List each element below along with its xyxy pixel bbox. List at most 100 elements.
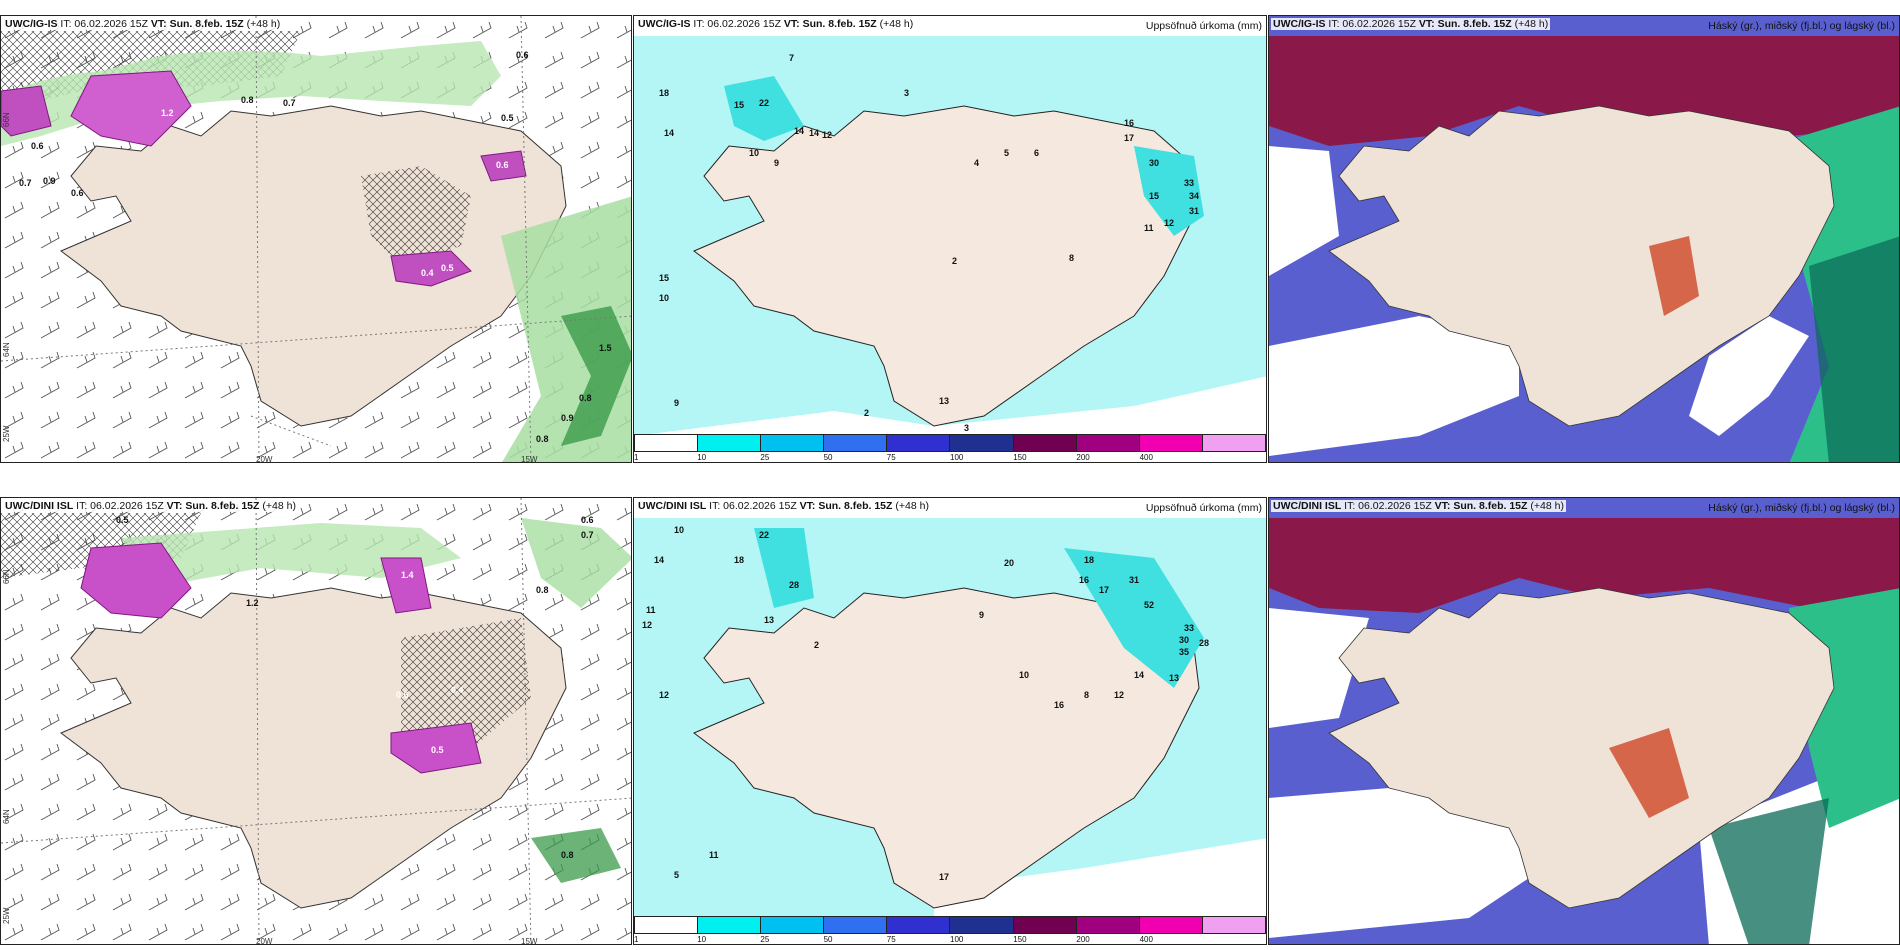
lon-label-20w: 20W	[256, 455, 273, 463]
value-label: 0.5	[501, 113, 514, 123]
colorbar-swatch	[887, 917, 951, 933]
colorbar-tick-label: 25	[760, 935, 770, 944]
value-label: 0.7	[19, 178, 32, 188]
precip-value: 3	[904, 88, 909, 98]
value-label: 1.5	[599, 343, 612, 353]
lon-label-15w: 15W	[521, 455, 538, 463]
precip-value: 5	[1004, 148, 1009, 158]
lat-label-66n: 66N	[2, 112, 11, 127]
precip-value: 12	[822, 130, 832, 140]
iceland-landmass	[1328, 105, 1835, 427]
colorbar-tick-label: 10	[697, 453, 707, 462]
lon-label-25w: 25W	[2, 425, 11, 442]
value-label: 0.5	[441, 263, 454, 273]
colorbar-tick-label: 400	[1139, 935, 1153, 944]
cloud-high-north	[1269, 36, 1899, 146]
colorbar-swatch	[824, 917, 888, 933]
value-label: 0.7	[283, 98, 296, 108]
precip-value: 11	[709, 850, 719, 860]
top-mid-precip-panel: UWC/IG-IS IT: 06.02.2026 15Z VT: Sun. 8.…	[633, 15, 1267, 463]
top-precip-colorbar-ticks: 1 10 25 50 75 100 150 200 400	[634, 453, 1266, 462]
top-left-wind-panel: UWC/IG-IS IT: 06.02.2026 15Z VT: Sun. 8.…	[0, 15, 632, 463]
value-label: 0.8	[536, 585, 549, 595]
lat-label-64n: 64N	[2, 809, 11, 824]
colorbar-tick-label: 1	[634, 453, 639, 462]
colorbar-swatch	[950, 435, 1014, 451]
value-label: 1.2	[246, 598, 259, 608]
precip-value: 34	[1189, 191, 1199, 201]
colorbar-swatch	[698, 917, 762, 933]
precip-value: 14	[664, 128, 674, 138]
colorbar-swatch	[1076, 917, 1140, 933]
precip-value: 52	[1144, 600, 1154, 610]
snow-hatch-area	[361, 166, 471, 266]
top-right-title: Háský (gr.), miðský (fj.bl.) og lágský (…	[1708, 20, 1895, 32]
bottom-left-map: 0.5 0.7 0.6 0.8 1.2 1.4 0.9 0.6 0.4 0.5 …	[1, 498, 631, 944]
colorbar-tick-label: 50	[823, 453, 833, 462]
precip-value: 10	[749, 148, 759, 158]
colorbar-swatch	[1076, 435, 1140, 451]
colorbar-swatch	[698, 435, 762, 451]
precip-value: 16	[1079, 575, 1089, 585]
colorbar-tick-label: 100	[950, 453, 964, 462]
colorbar-swatch	[1013, 435, 1077, 451]
value-label: 0.5	[431, 745, 444, 755]
value-label: 0.8	[536, 434, 549, 444]
precip-value: 2	[952, 256, 957, 266]
top-left-map: 0.6 0.8 0.7 0.6 0.5 0.9 0.7 0.6 1.5 0.8 …	[1, 16, 631, 463]
bottom-mid-title: Uppsöfnuð úrkoma (mm)	[1145, 502, 1262, 514]
precip-value: 10	[659, 293, 669, 303]
precip-value: 17	[1124, 133, 1134, 143]
precip-value: 7	[789, 53, 794, 63]
bottom-mid-precip-panel: UWC/DINI ISL IT: 06.02.2026 15Z VT: Sun.…	[633, 497, 1267, 945]
value-label: 0.4	[421, 268, 434, 278]
precip-value: 13	[1169, 673, 1179, 683]
top-mid-header: UWC/IG-IS IT: 06.02.2026 15Z VT: Sun. 8.…	[636, 18, 916, 30]
precip-value: 15	[734, 100, 744, 110]
top-right-cloud-panel: UWC/IG-IS IT: 06.02.2026 15Z VT: Sun. 8.…	[1268, 15, 1900, 463]
top-mid-title: Uppsöfnuð úrkoma (mm)	[1145, 20, 1262, 32]
value-label: 1.2	[161, 108, 174, 118]
colorbar-swatch	[635, 435, 699, 451]
cloud-high-north	[1269, 518, 1899, 618]
precip-value: 2	[814, 640, 819, 650]
iceland-landmass	[1328, 587, 1835, 909]
precip-value: 16	[1054, 700, 1064, 710]
precip-value: 28	[1199, 638, 1209, 648]
precip-value: 33	[1184, 178, 1194, 188]
precip-value: 10	[1019, 670, 1029, 680]
precip-value: 18	[659, 88, 669, 98]
precip-value: 20	[1004, 558, 1014, 568]
precip-value: 31	[1129, 575, 1139, 585]
precip-value: 17	[939, 872, 949, 882]
colorbar-swatch	[887, 435, 951, 451]
precip-value: 6	[1034, 148, 1039, 158]
rain-magenta-nw	[70, 70, 192, 147]
value-label: 0.7	[581, 530, 594, 540]
colorbar-swatch	[635, 917, 699, 933]
precip-value: 30	[1179, 635, 1189, 645]
precip-value: 11	[1144, 223, 1154, 233]
precip-value: 12	[642, 620, 652, 630]
precip-value: 12	[659, 690, 669, 700]
precip-value: 14	[654, 555, 664, 565]
bottom-right-map	[1269, 498, 1899, 944]
colorbar-swatch	[1139, 435, 1203, 451]
bottom-left-header: UWC/DINI ISL IT: 06.02.2026 15Z VT: Sun.…	[3, 500, 298, 512]
value-label: 1.4	[401, 570, 414, 580]
precip-value: 14	[794, 126, 804, 136]
top-mid-map: 7 18 14 15 22 14 14 12 10 9 3 16 17 30 3…	[634, 36, 1266, 441]
precip-value: 13	[939, 396, 949, 406]
top-precip-colorbar	[634, 434, 1266, 452]
precip-value: 17	[1099, 585, 1109, 595]
precip-value: 35	[1179, 647, 1189, 657]
lon-label-25w: 25W	[2, 907, 11, 924]
value-label: 0.6	[496, 160, 509, 170]
colorbar-tick-label: 25	[760, 453, 770, 462]
precip-value: 14	[1134, 670, 1144, 680]
colorbar-tick-label: 1	[634, 935, 639, 944]
value-label: 0.8	[561, 850, 574, 860]
precip-value: 8	[1069, 253, 1074, 263]
precip-value: 9	[774, 158, 779, 168]
colorbar-swatch	[950, 917, 1014, 933]
